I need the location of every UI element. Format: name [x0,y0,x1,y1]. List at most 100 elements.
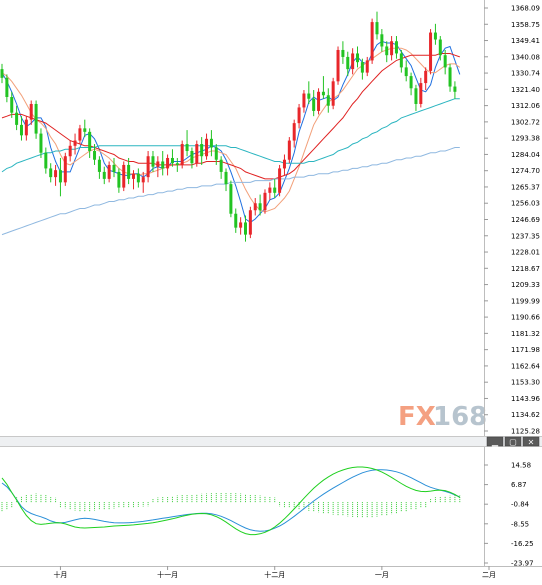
candle-body [122,164,126,188]
candle-body [302,93,306,108]
candle-body [244,222,247,235]
candle-body [365,60,369,73]
candle [49,163,53,183]
candle [107,161,111,183]
candle [244,215,247,242]
candle-body [219,159,223,172]
candlesticks [0,11,457,242]
candle [93,144,97,165]
candle-body [214,147,218,160]
candle [146,151,150,183]
candle-body [453,86,457,92]
price-tick-label: 1190.66 [511,314,540,322]
candle-body [317,91,321,111]
candle-body [151,156,155,167]
price-tick-label: 1246.69 [511,216,540,224]
price-tick-label: 1368.09 [511,5,540,13]
macd-line [1,469,460,532]
candle-body [68,145,72,157]
candle-body [209,138,213,148]
candle-body [404,67,408,77]
price-tick-label: 1162.64 [511,362,540,370]
candle [409,72,413,96]
candle-body [49,168,53,178]
candle-body [166,157,170,169]
macd-tick-label: 6.87 [511,481,527,489]
candle [370,18,374,64]
restore-button[interactable]: ▢ [504,436,522,447]
candle [58,157,62,197]
candle-body [292,123,296,141]
price-tick-label: 1265.37 [511,183,540,191]
candle [253,198,257,216]
candle [166,154,170,176]
price-tick-label: 1228.01 [511,249,540,257]
price-tick-label: 1237.35 [511,232,540,240]
candle-body [185,144,189,152]
candle-body [54,170,58,178]
close-button[interactable]: × [522,436,540,447]
candle-body [161,161,165,169]
candle [394,36,398,59]
ma-short-line [1,40,461,224]
candle-body [127,164,131,179]
candle-body [263,192,267,211]
price-tick-label: 1209.33 [511,281,540,289]
candle-body [273,187,277,193]
minimize-button[interactable]: ▁ [486,436,504,447]
watermark-number: 168 [433,402,487,432]
candle-body [278,168,282,193]
price-tick-label: 1293.38 [511,135,540,143]
candle [380,29,384,52]
candle-body [141,177,145,183]
candle [54,164,58,186]
macd-tick-label: -8.55 [511,520,529,528]
candle [385,41,389,63]
candle-body [375,22,379,35]
candle [180,140,184,169]
candle [15,105,19,131]
candle [365,56,369,77]
time-x-axis: 十月 十一月 十二月 一月 二月 [0,566,542,579]
candle [448,63,452,92]
candle-body [443,55,447,68]
restore-button-bg [504,436,522,447]
price-tick-label: 1340.08 [511,53,540,61]
candle [205,133,209,160]
candle-body [282,159,286,169]
candle [156,156,160,178]
candle-body [15,112,19,125]
candle-body [195,144,199,164]
candle-body [112,164,116,172]
candle [433,23,437,45]
candle [141,171,145,193]
ma-longer-line [1,98,460,173]
candle [44,147,48,174]
candle-body [268,187,272,193]
candle-body [258,203,262,211]
candle-body [88,131,92,152]
macd-tick-label: -23.97 [511,560,534,568]
candle [360,58,364,80]
candle-body [0,69,4,78]
candle-body [63,156,67,183]
candle [282,154,286,176]
candle-body [19,124,23,136]
candle-body [136,173,140,183]
candle [224,168,228,192]
candle-body [360,62,364,73]
candle-body [321,91,325,96]
candle [185,130,189,157]
macd-tick-label: -16.25 [511,540,534,548]
candle [453,81,457,99]
candle-body [83,128,87,132]
candle [312,90,316,117]
candle-body [287,140,291,160]
candle-body [29,103,33,120]
price-tick-label: 1284.04 [511,151,540,159]
candle [68,140,72,162]
candle-body [107,164,111,179]
candle [414,84,418,111]
candle [297,103,301,129]
